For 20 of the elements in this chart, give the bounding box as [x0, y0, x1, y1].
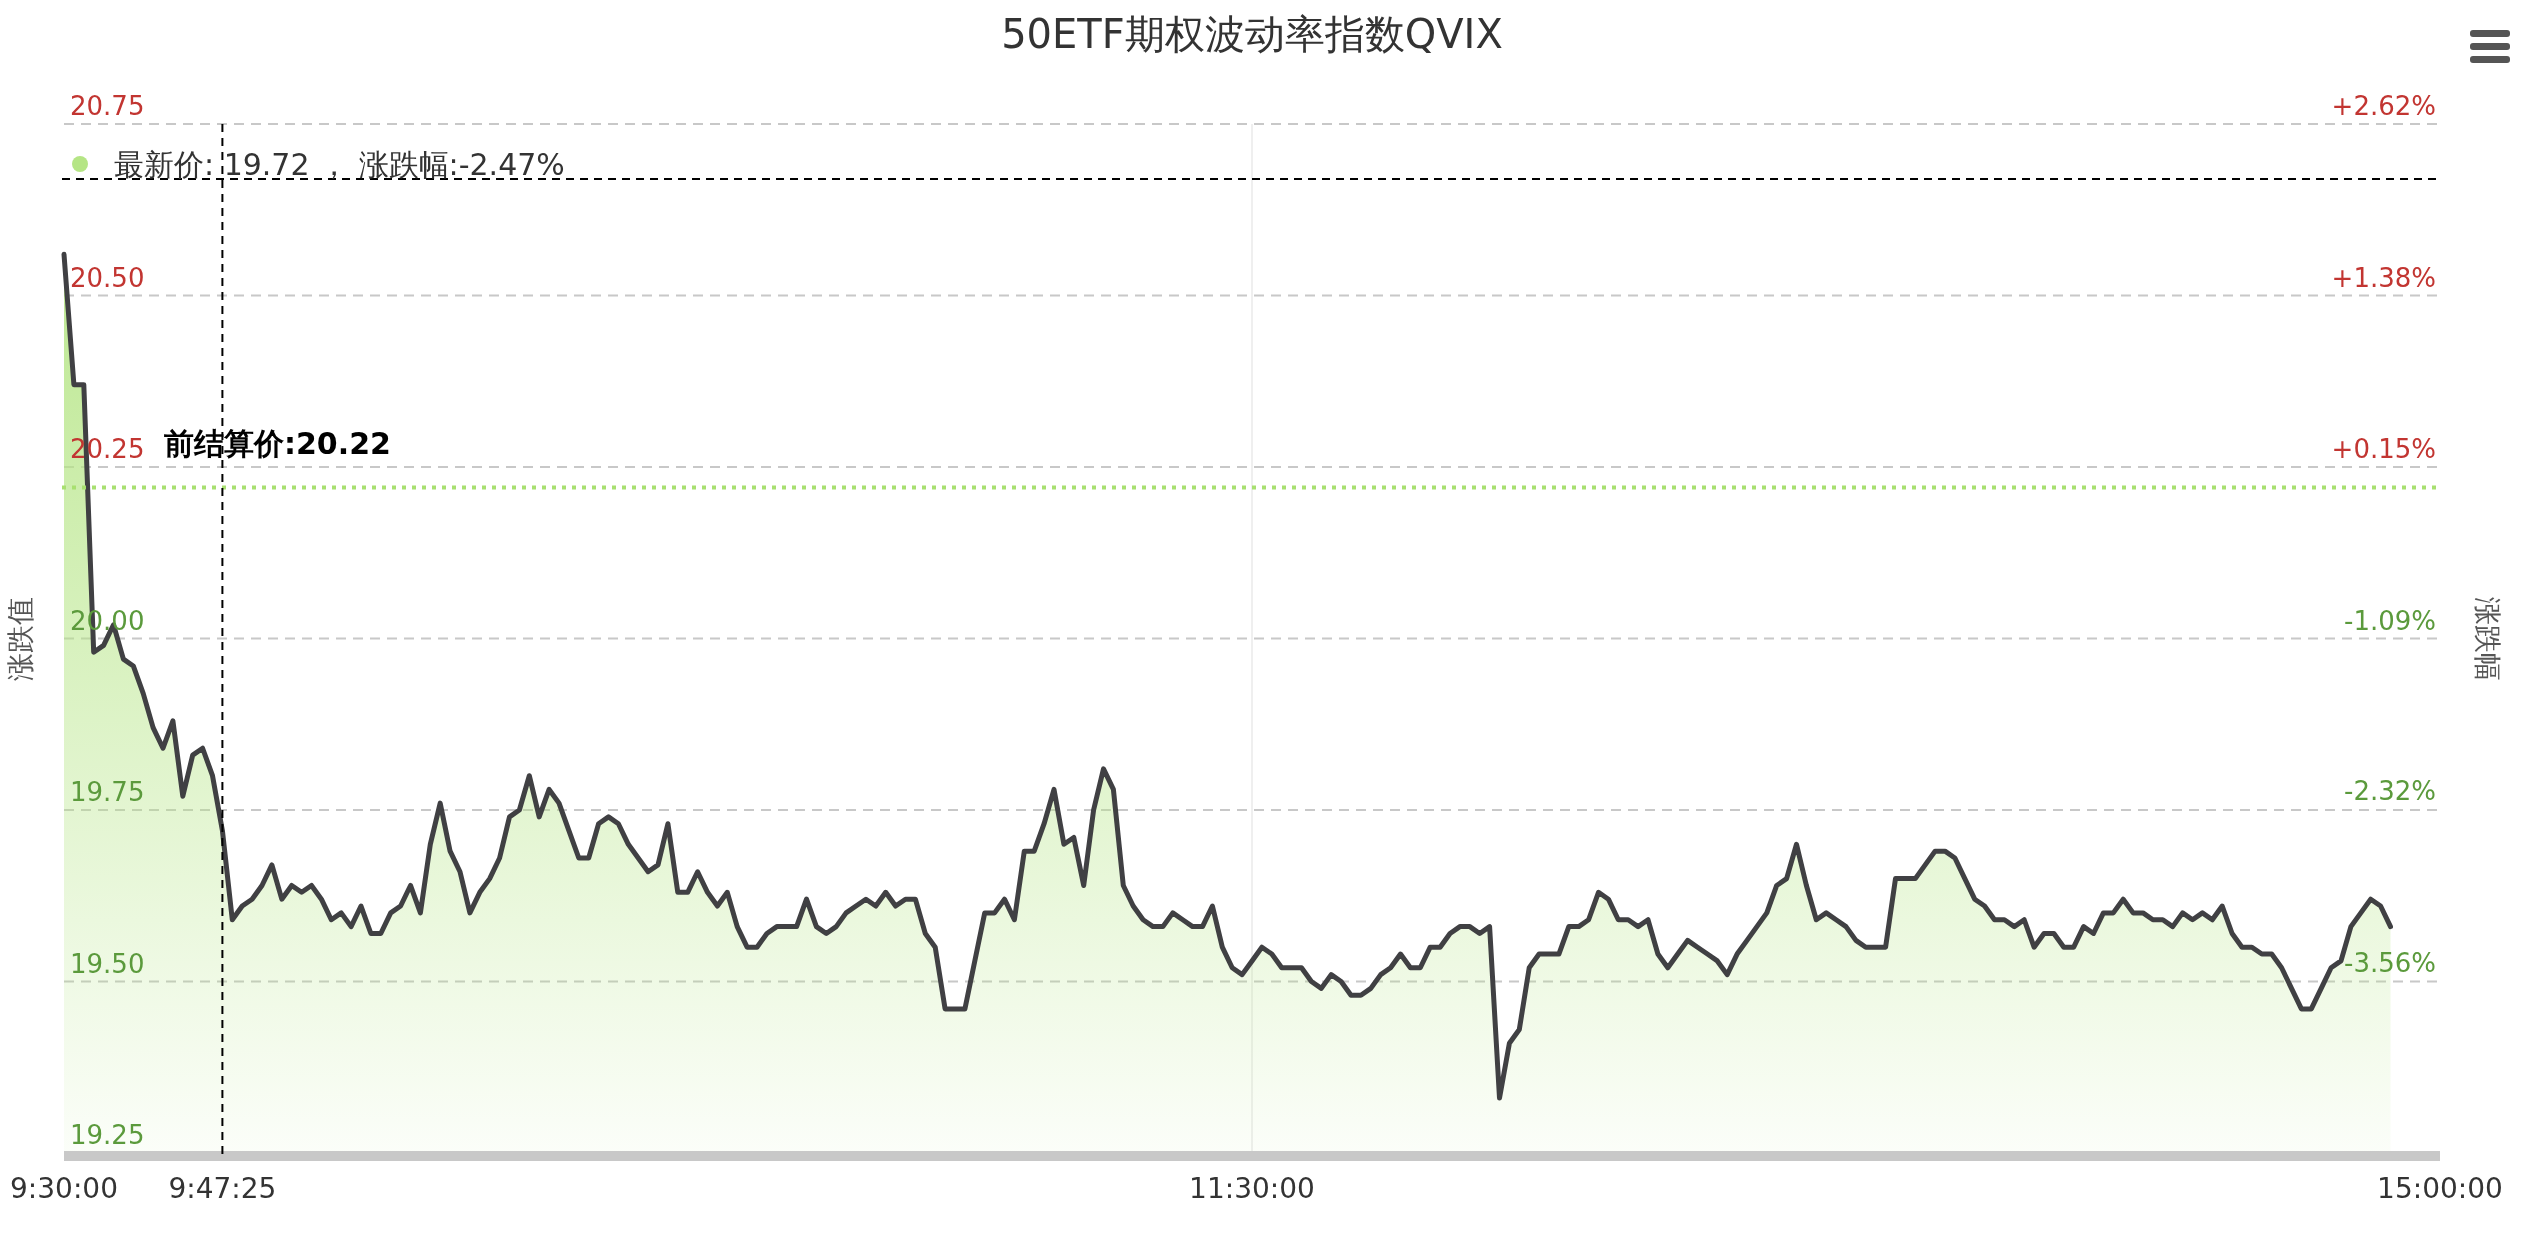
y2-tick-label: +1.38%: [2331, 262, 2436, 293]
y-tick-label: 19.50: [70, 948, 145, 979]
y2-tick-label: -3.56%: [2344, 948, 2436, 979]
y2-tick-label: -2.32%: [2344, 776, 2436, 807]
y2-tick-label: +2.62%: [2331, 91, 2436, 121]
x-tick-label: 9:30:00: [10, 1172, 118, 1205]
annotation: 最新价: 19.72 ， 涨跌幅:-2.47%: [114, 147, 565, 182]
chart-title: 50ETF期权波动率指数QVIX: [1001, 11, 1503, 57]
y2-tick-label: -1.09%: [2344, 605, 2436, 636]
y2-tick-label: +0.15%: [2331, 433, 2436, 464]
y-tick-label: 20.50: [70, 262, 145, 293]
y-tick-label: 19.25: [70, 1120, 145, 1150]
x-tick-label: 9:47:25: [168, 1172, 277, 1205]
y-tick-label: 19.75: [70, 777, 145, 807]
y-axis-title: 涨跌值: [4, 596, 37, 681]
y-tick-label: 20.75: [70, 91, 145, 121]
x-tick-label: 15:00:00: [2377, 1172, 2503, 1205]
ref-line-label: 前结算价:20.22: [164, 425, 391, 461]
y2-axis-title: 涨跌幅: [2471, 596, 2504, 681]
x-tick-label: 11:30:00: [1189, 1172, 1315, 1205]
